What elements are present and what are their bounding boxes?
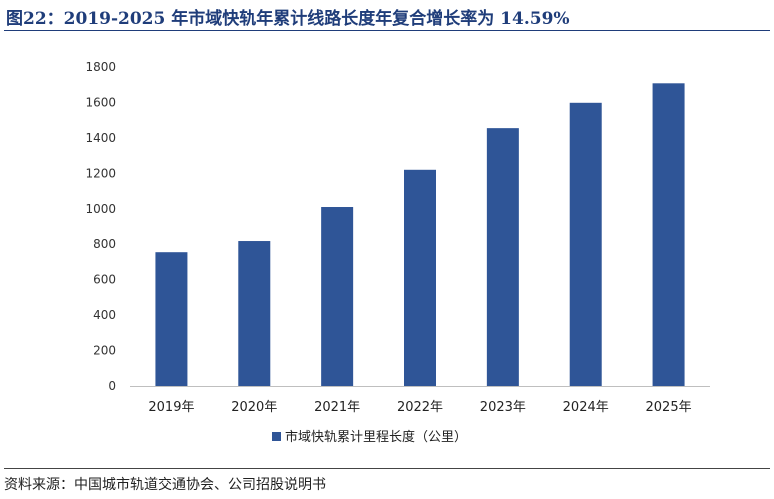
bar: [486, 128, 519, 386]
title-divider: [4, 30, 770, 31]
y-tick-label: 200: [93, 344, 116, 358]
x-tick-label: 2022年: [397, 400, 443, 415]
bar: [321, 207, 354, 386]
y-tick-label: 800: [93, 237, 116, 251]
x-tick-label: 2025年: [646, 400, 692, 415]
y-tick-label: 1000: [85, 202, 116, 216]
bar: [238, 241, 271, 386]
y-tick-label: 600: [93, 273, 116, 287]
y-tick-label: 0: [108, 379, 116, 393]
y-tick-label: 1200: [85, 166, 116, 180]
y-axis-labels: 0 200 400 600 800 1000 1200 1400 1600 1800: [85, 60, 116, 393]
x-tick-label: 2021年: [314, 400, 360, 415]
bar: [569, 102, 602, 386]
x-tick-label: 2020年: [231, 400, 277, 415]
figure-title: 图22：2019-2025 年市域快轨年累计线路长度年复合增长率为 14.59%: [6, 9, 570, 29]
y-tick-label: 1800: [85, 60, 116, 74]
legend-label: 市域快轨累计里程长度（公里）: [285, 429, 467, 445]
x-axis-labels: 2019年 2020年 2021年 2022年 2023年 2024年 2025年: [148, 400, 691, 415]
bar: [155, 252, 188, 386]
bar: [404, 169, 436, 386]
legend-swatch: [272, 432, 281, 441]
y-tick-label: 400: [93, 308, 116, 322]
x-tick-label: 2024年: [563, 400, 609, 415]
legend: 市域快轨累计里程长度（公里）: [272, 429, 467, 445]
x-tick-label: 2019年: [148, 400, 194, 415]
bars: [155, 83, 685, 386]
x-tick-label: 2023年: [480, 400, 526, 415]
source-note: 资料来源：中国城市轨道交通协会、公司招股说明书: [4, 477, 326, 493]
y-tick-label: 1400: [85, 131, 116, 145]
bar: [652, 83, 685, 386]
source-divider: [4, 468, 770, 469]
y-tick-label: 1600: [85, 95, 116, 109]
